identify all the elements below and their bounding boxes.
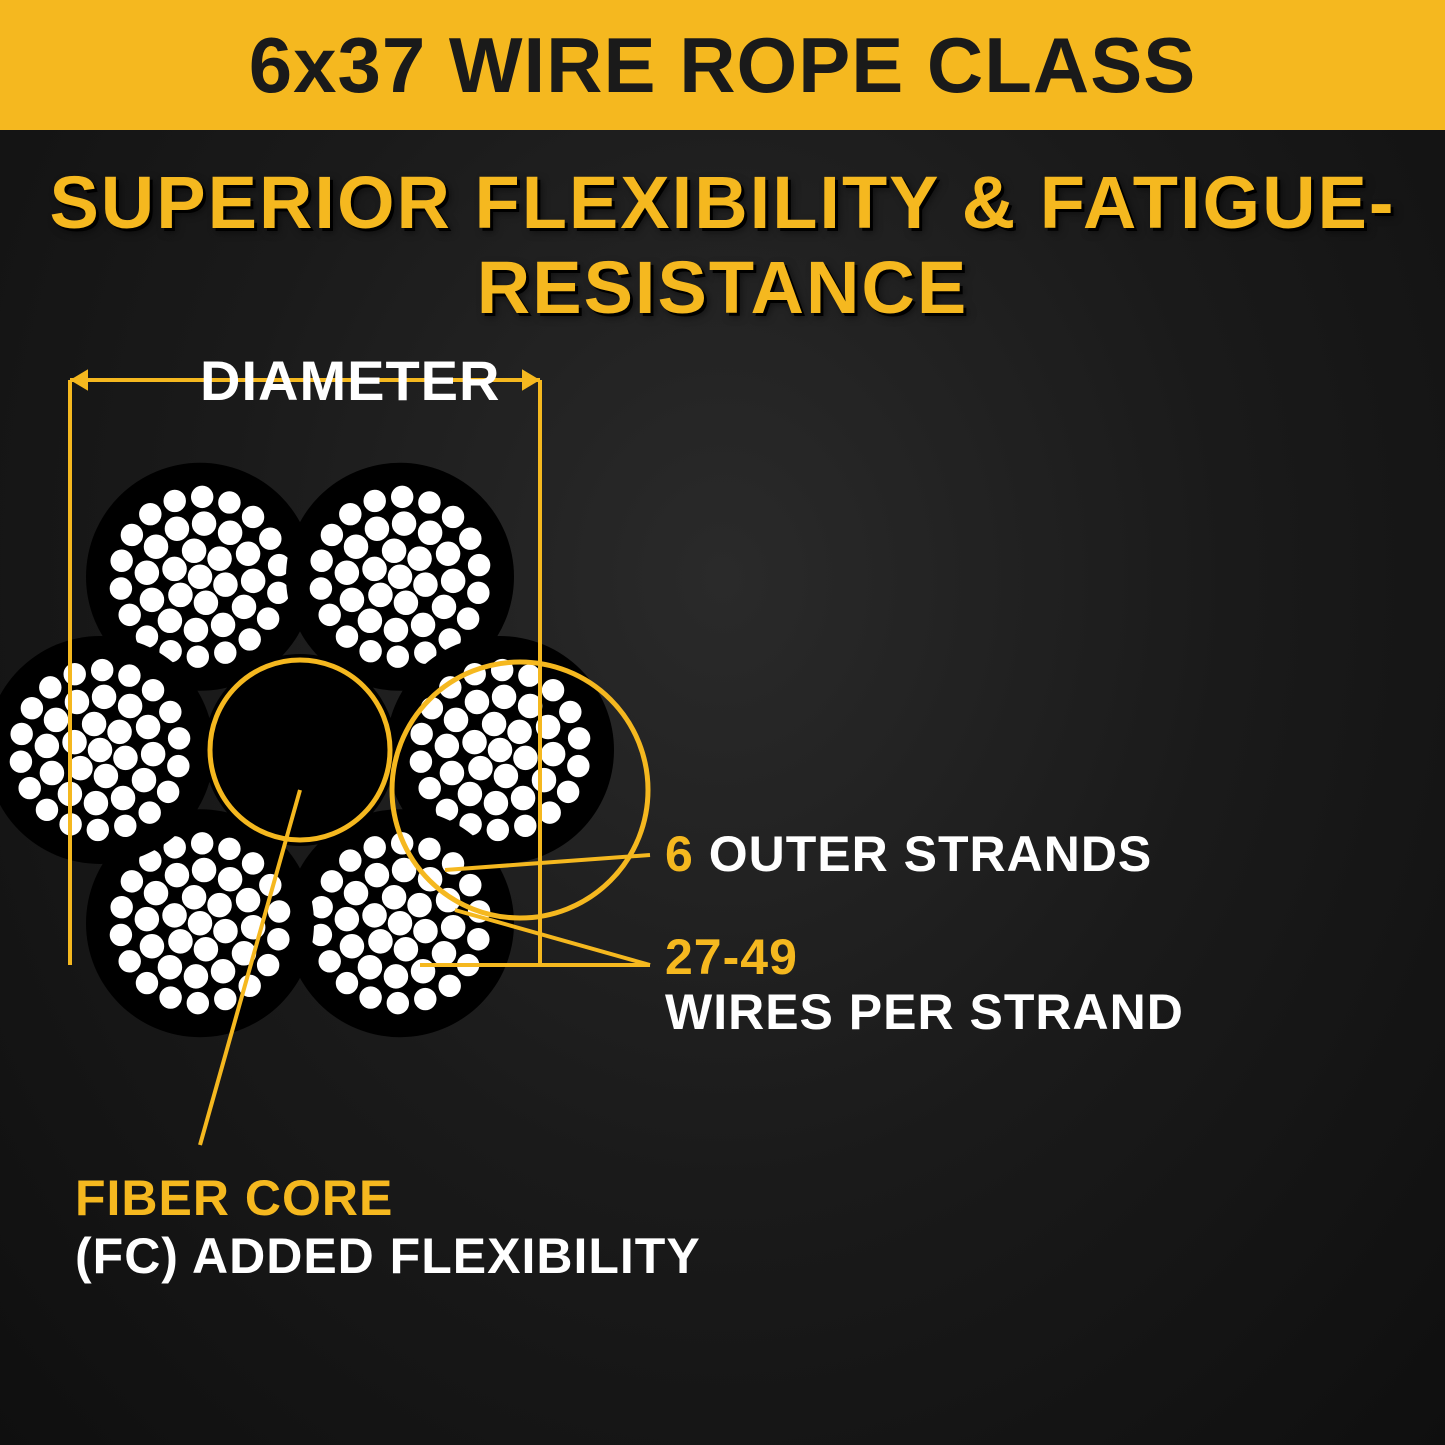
header-bar: 6x37 WIRE ROPE CLASS [0, 0, 1445, 130]
diameter-label: DIAMETER [200, 348, 500, 413]
fiber-core-label: FIBER CORE (FC) ADDED FLEXIBILITY [75, 1170, 701, 1285]
subtitle: SUPERIOR FLEXIBILITY & FATIGUE-RESISTANC… [0, 160, 1445, 330]
fiber-core-title: FIBER CORE [75, 1170, 393, 1226]
fiber-core-subtitle: (FC) ADDED FLEXIBILITY [75, 1228, 701, 1284]
wires-text: WIRES PER STRAND [665, 984, 1184, 1040]
wires-per-strand-label: 27-49 WIRES PER STRAND [665, 930, 1184, 1040]
outer-strands-number: 6 [665, 826, 694, 882]
header-title: 6x37 WIRE ROPE CLASS [249, 20, 1197, 111]
outer-strands-text: OUTER STRANDS [694, 826, 1152, 882]
wires-number: 27-49 [665, 929, 798, 985]
outer-strands-label: 6 OUTER STRANDS [665, 825, 1152, 883]
diagram-area: DIAMETER 6 OUTER STRANDS 27-49 WIRES PER… [0, 330, 1445, 1430]
